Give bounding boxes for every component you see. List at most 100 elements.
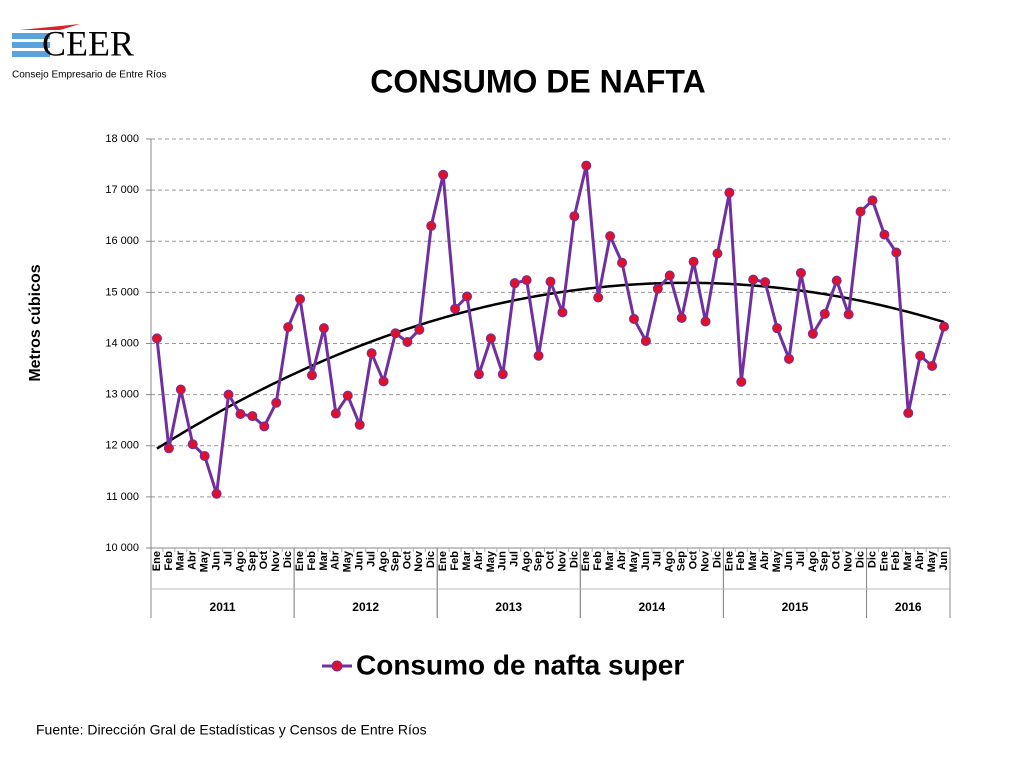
data-point [426,220,437,231]
data-point [855,206,866,217]
x-tick-label: Nov [270,550,282,572]
y-tick-label: 18 000 [105,133,139,145]
x-tick-label: May [628,550,640,572]
group-label: 2012 [352,600,379,614]
x-tick-label: Feb [449,551,461,571]
x-tick-label: Abr [187,550,199,570]
y-tick-label: 10 000 [105,542,139,554]
data-point [545,276,556,287]
x-tick-label: Dic [425,551,437,568]
x-tick-label: Jun [210,551,222,571]
x-tick-label: Feb [890,551,902,571]
x-tick-label: Feb [735,551,747,571]
x-tick-label: Ene [437,551,449,571]
data-point [330,408,341,419]
x-tick-label: Sep [389,551,401,571]
x-tick-label: Jul [795,551,807,567]
data-point [247,411,258,422]
y-tick-label: 17 000 [105,184,139,196]
logo-name: CEER [42,23,134,63]
data-point [235,409,246,420]
data-point [879,229,890,240]
logo-subtitle: Consejo Empresario de Entre Ríos [12,70,167,81]
data-point [688,256,699,267]
x-tick-label: Mar [747,550,759,570]
data-point [795,267,806,278]
x-tick-label: Abr [914,550,926,570]
data-point [509,278,520,289]
group-label: 2013 [495,600,522,614]
x-tick-label: Mar [902,550,914,570]
x-tick-label: Feb [163,551,175,571]
logo-stripe [12,51,50,57]
x-tick-label: Mar [175,550,187,570]
legend-marker [331,660,343,672]
data-point [724,187,735,198]
data-point [617,257,628,268]
data-point [652,283,663,294]
y-tick-label: 14 000 [105,337,139,349]
data-point [569,211,580,222]
source: Fuente: Dirección Gral de Estadísticas y… [36,722,427,738]
x-tick-label: Dic [866,551,878,568]
logo: CEER Consejo Empresario de Entre Ríos [12,23,167,81]
data-point [271,397,282,408]
data-point [700,316,711,327]
x-tick-label: Jun [354,551,366,571]
data-point [557,307,568,318]
x-tick-label: Ene [723,551,735,571]
x-tick-label: Sep [676,551,688,571]
data-point [259,421,270,432]
x-tick-label: Nov [843,550,855,572]
data-point [366,348,377,359]
data-point [736,376,747,387]
data-point [843,309,854,320]
data-point [891,247,902,258]
x-tick-label: Oct [688,551,700,570]
x-tick-label: Dic [711,551,723,568]
logo-stripe [12,33,50,39]
x-tick-label: Ene [294,551,306,571]
x-tick-label: Oct [401,551,413,570]
logo-swoosh [20,24,80,30]
data-point [497,369,508,380]
x-tick-label: May [926,550,938,572]
data-point [414,324,425,335]
data-point [867,195,878,206]
data-point [628,313,639,324]
data-point [462,291,473,302]
data-point [199,450,210,461]
chart-title: CONSUMO DE NAFTA [370,63,705,99]
x-tick-label: Ago [664,551,676,573]
x-tick-label: Mar [461,550,473,570]
group-label: 2015 [782,600,809,614]
x-tick-label: Dic [568,551,580,568]
x-tick-label: Ago [807,551,819,573]
data-point [807,328,818,339]
data-point [354,419,365,430]
y-axis-label: Metros cúbicos [27,264,44,381]
data-point [915,350,926,361]
data-point [939,321,950,332]
x-tick-label: Jul [509,551,521,567]
data-point [927,360,938,371]
series-line [155,165,946,495]
data-point [664,270,675,281]
data-point [295,294,306,305]
x-tick-label: Abr [759,550,771,570]
x-tick-label: Dic [282,551,294,568]
x-tick-label: Ene [151,551,163,571]
group-label: 2014 [639,600,666,614]
x-tick-label: Ago [377,551,389,573]
x-tick-label: May [485,550,497,572]
data-point [712,248,723,259]
x-tick-label: Ene [580,551,592,571]
x-tick-label: Sep [532,551,544,571]
data-point [760,277,771,288]
x-tick-label: Oct [544,551,556,570]
x-tick-label: Ene [878,551,890,571]
data-point [211,488,222,499]
x-tick-label: Nov [556,550,568,572]
data-point [533,350,544,361]
